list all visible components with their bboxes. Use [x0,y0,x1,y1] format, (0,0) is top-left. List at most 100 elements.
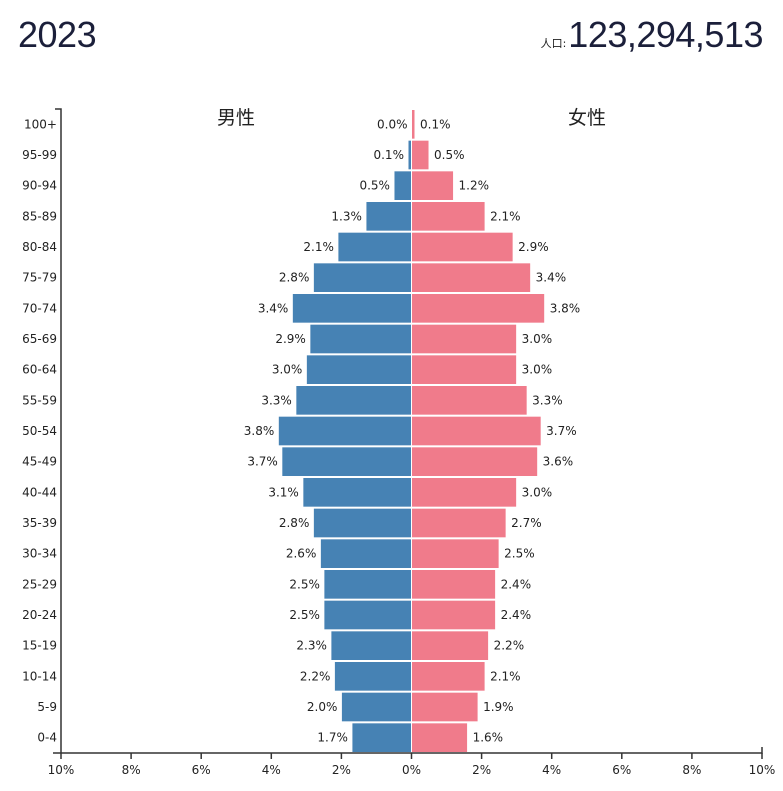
y-tick-label-75-79: 75-79 [22,271,57,285]
male-bar-15-19 [330,630,413,661]
female-bar-40-44 [411,477,518,508]
male-value-label-80-84: 2.1% [303,240,334,254]
y-tick-label-45-49: 45-49 [22,455,57,469]
female-value-label-15-19: 2.2% [494,639,525,653]
female-bar-25-29 [411,569,497,600]
x-tick-label: 8% [682,763,701,777]
female-bar-35-39 [411,507,507,539]
female-value-label-45-49: 3.6% [543,455,574,469]
female-value-label-75-79: 3.4% [536,271,567,285]
male-bar-20-24 [323,599,412,631]
y-tick-label-5-9: 5-9 [37,700,57,714]
female-value-label-25-29: 2.4% [501,577,532,591]
male-value-label-10-14: 2.2% [300,669,331,683]
male-bar-30-34 [319,538,412,569]
male-bar-25-29 [323,569,412,600]
y-tick-label-15-19: 15-19 [22,639,57,653]
x-tick-label: 2% [332,763,351,777]
y-tick-label-30-34: 30-34 [22,547,57,561]
y-tick-label-35-39: 35-39 [22,516,57,530]
female-value-label-60-64: 3.0% [522,363,553,377]
female-value-label-70-74: 3.8% [550,301,581,315]
female-value-label-55-59: 3.3% [532,393,563,407]
female-bar-0-4 [411,722,469,753]
population-label: 人口: [540,37,567,50]
male-value-label-20-24: 2.5% [289,608,320,622]
female-value-label-95-99: 0.5% [434,148,465,162]
y-axis: 100+ 95-99 90-94 85-89 80-84 75-79 70-74 65-69 6… [22,108,62,753]
female-bar-45-49 [411,446,539,478]
male-value-label-85-89: 1.3% [331,209,362,223]
female-value-label-85-89: 2.1% [490,209,520,223]
population-value: 123,294,513 [568,14,763,55]
female-bar-90-94 [411,170,455,201]
value-labels-group: 0.0% 0.1% 0.5% 1.3% 2.1% 2.8% 3.4% 2.9% 3.0% 3.3%… [244,117,580,744]
female-bar-15-19 [411,630,490,661]
population-display: 人口: 123,294,513 [540,14,764,56]
female-bar-65-69 [411,323,518,355]
female-value-label-80-84: 2.9% [518,240,549,254]
y-tick-label-60-64: 60-64 [22,363,57,377]
male-bar-10-14 [333,661,413,692]
female-value-label-35-39: 2.7% [511,516,542,530]
female-value-label-40-44: 3.0% [522,485,553,499]
male-side-label: 男性 [217,107,255,129]
male-value-label-65-69: 2.9% [275,332,306,346]
y-tick-label-40-44: 40-44 [22,485,57,499]
y-tick-label-25-29: 25-29 [22,577,57,591]
male-bar-80-84 [337,231,412,263]
x-tick-label: 4% [542,763,561,777]
female-side-label: 女性 [568,107,606,129]
male-bar-50-54 [277,415,412,447]
male-bar-45-49 [281,446,412,478]
female-bar-70-74 [411,293,546,324]
female-bar-10-14 [411,661,486,692]
male-bar-95-99 [407,139,412,171]
female-bar-50-54 [411,415,542,447]
male-bar-65-69 [309,323,413,355]
female-bar-80-84 [411,231,514,263]
female-value-label-90-94: 1.2% [459,179,490,193]
y-tick-label-50-54: 50-54 [22,424,57,438]
x-tick-label: 0% [402,763,421,777]
male-value-label-60-64: 3.0% [272,363,303,377]
y-tick-label-85-89: 85-89 [22,209,57,223]
male-value-label-95-99: 0.1% [373,148,404,162]
bars-group [277,109,546,753]
y-tick-label-90-94: 90-94 [22,179,57,193]
x-tick-label: 2% [472,763,491,777]
y-tick-label-20-24: 20-24 [22,608,57,622]
male-value-label-50-54: 3.8% [244,424,275,438]
female-bar-60-64 [411,354,518,386]
y-tick-label-95-99: 95-99 [22,148,57,162]
male-value-label-55-59: 3.3% [261,393,292,407]
year-title: 2023 [18,14,97,55]
y-tick-label-70-74: 70-74 [22,301,57,315]
male-value-label-70-74: 3.4% [258,301,289,315]
y-tick-label-0-4: 0-4 [37,731,57,745]
male-value-label-100+: 0.0% [377,117,408,131]
male-value-label-5-9: 2.0% [307,700,338,714]
female-value-label-20-24: 2.4% [501,608,532,622]
male-bar-85-89 [365,201,412,232]
x-tick-label: 6% [192,763,211,777]
female-value-label-10-14: 2.1% [490,669,520,683]
male-value-label-15-19: 2.3% [296,639,327,653]
male-value-label-30-34: 2.6% [286,547,317,561]
male-value-label-0-4: 1.7% [317,731,348,745]
male-bar-40-44 [302,477,412,508]
male-bar-75-79 [312,262,412,294]
male-bar-90-94 [393,170,413,201]
female-bar-55-59 [411,385,528,416]
y-tick-label-100+: 100+ [24,117,57,131]
male-bar-55-59 [295,385,412,416]
x-tick-label: 10% [749,763,776,777]
male-bar-0-4 [351,722,413,753]
y-tick-label-65-69: 65-69 [22,332,57,346]
x-axis: 10% 8% 6% 4% 2% 0% 2% 4% 6% 8% 10% [48,747,776,777]
x-tick-label: 6% [612,763,631,777]
female-bar-30-34 [411,538,500,569]
y-axis-line [55,108,62,753]
y-tick-label-55-59: 55-59 [22,393,57,407]
